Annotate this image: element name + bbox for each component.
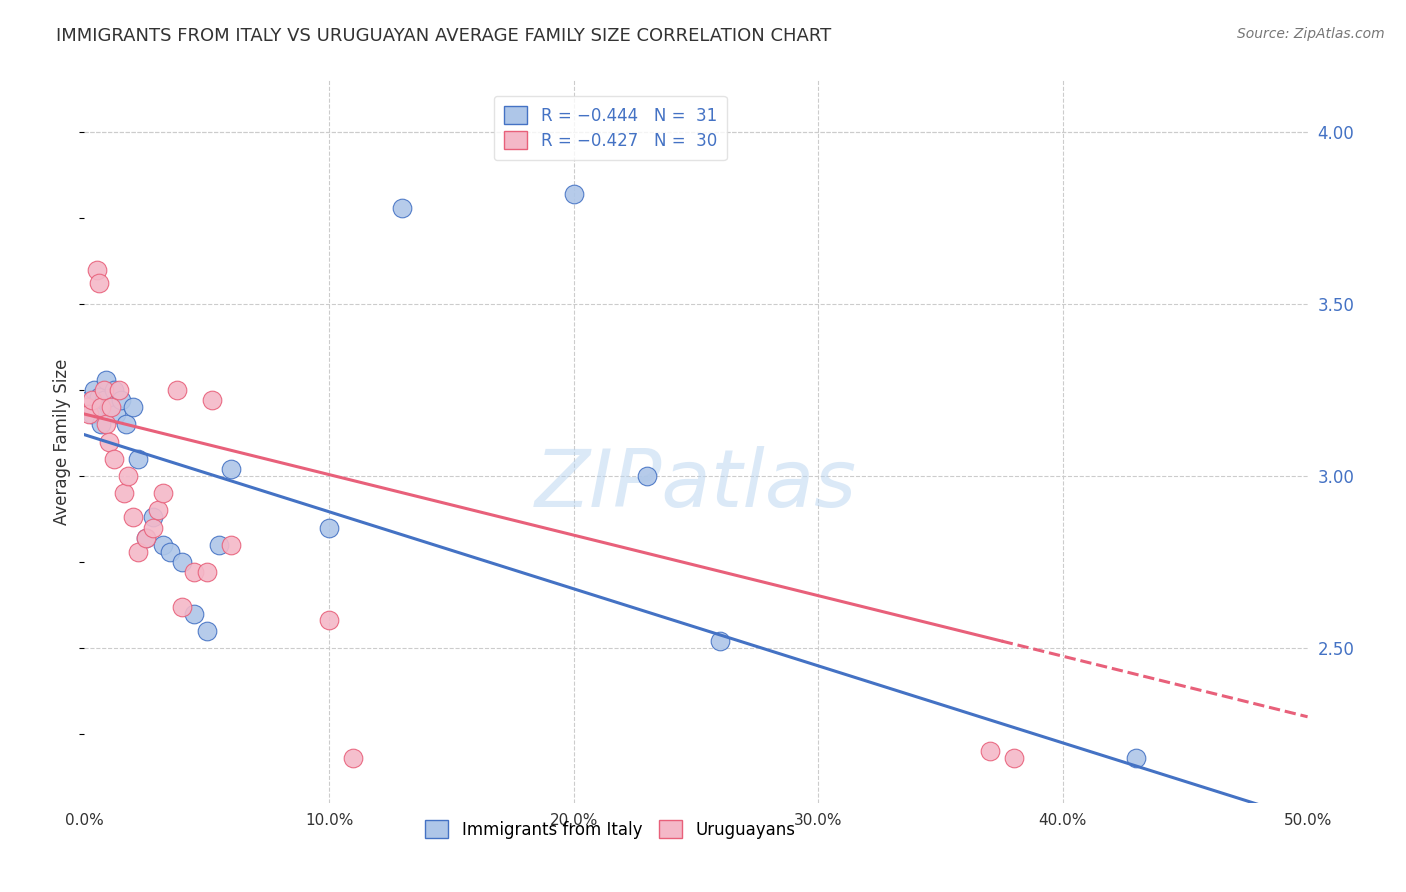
Point xyxy=(96,373,118,387)
Point xyxy=(122,400,145,414)
Point xyxy=(142,520,165,534)
Point xyxy=(318,614,340,628)
Point xyxy=(152,486,174,500)
Point xyxy=(166,383,188,397)
Legend: Immigrants from Italy, Uruguayans: Immigrants from Italy, Uruguayans xyxy=(415,810,806,848)
Point xyxy=(146,503,169,517)
Point xyxy=(103,383,125,397)
Point xyxy=(77,407,100,421)
Point xyxy=(709,634,731,648)
Text: IMMIGRANTS FROM ITALY VS URUGUAYAN AVERAGE FAMILY SIZE CORRELATION CHART: IMMIGRANTS FROM ITALY VS URUGUAYAN AVERA… xyxy=(56,27,831,45)
Point xyxy=(219,462,242,476)
Point xyxy=(87,277,110,291)
Point xyxy=(318,520,340,534)
Point xyxy=(219,538,242,552)
Text: Source: ZipAtlas.com: Source: ZipAtlas.com xyxy=(1237,27,1385,41)
Point xyxy=(127,544,149,558)
Point xyxy=(142,510,165,524)
Point xyxy=(1002,751,1025,765)
Point xyxy=(80,393,103,408)
Point xyxy=(172,555,194,569)
Point xyxy=(115,417,138,432)
Point xyxy=(342,751,364,765)
Point xyxy=(195,566,218,580)
Point xyxy=(77,393,100,408)
Point xyxy=(97,434,120,449)
Text: ZIPatlas: ZIPatlas xyxy=(534,446,858,524)
Point xyxy=(100,400,122,414)
Point xyxy=(183,607,205,621)
Point xyxy=(135,531,157,545)
Point xyxy=(152,538,174,552)
Point xyxy=(117,469,139,483)
Point xyxy=(159,544,181,558)
Point xyxy=(76,400,98,414)
Point xyxy=(183,566,205,580)
Y-axis label: Average Family Size: Average Family Size xyxy=(53,359,72,524)
Point xyxy=(172,599,194,614)
Point xyxy=(979,744,1001,758)
Point xyxy=(636,469,658,483)
Point xyxy=(562,186,585,201)
Point xyxy=(110,393,132,408)
Point xyxy=(135,531,157,545)
Point xyxy=(90,417,112,432)
Point xyxy=(127,451,149,466)
Point xyxy=(122,510,145,524)
Point xyxy=(105,407,128,421)
Point xyxy=(86,400,108,414)
Point xyxy=(200,393,222,408)
Point xyxy=(208,538,231,552)
Point xyxy=(103,451,125,466)
Point xyxy=(97,400,120,414)
Point xyxy=(1125,751,1147,765)
Point xyxy=(87,390,110,404)
Point xyxy=(391,201,413,215)
Point xyxy=(195,624,218,638)
Point xyxy=(76,400,98,414)
Point xyxy=(83,383,105,397)
Point xyxy=(90,400,112,414)
Point xyxy=(107,383,129,397)
Point xyxy=(112,486,135,500)
Point xyxy=(93,383,115,397)
Point xyxy=(80,407,103,421)
Point xyxy=(96,417,118,432)
Point xyxy=(93,393,115,408)
Point xyxy=(86,262,108,277)
